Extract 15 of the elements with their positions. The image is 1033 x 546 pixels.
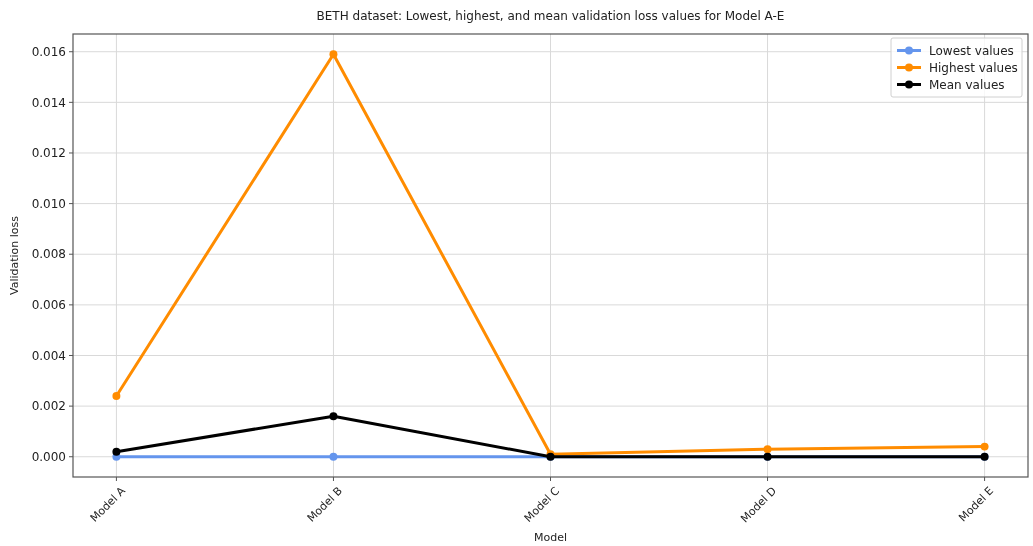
y-tick-label: 0.010 [31, 196, 66, 211]
y-tick-label: 0.008 [31, 247, 66, 262]
y-tick-label: 0.002 [31, 399, 66, 414]
y-tick-label: 0.014 [31, 95, 66, 110]
y-tick-label: 0.016 [31, 44, 66, 59]
chart-title: BETH dataset: Lowest, highest, and mean validation loss values for Model A-E [316, 9, 785, 23]
y-tick-label: 0.012 [31, 146, 66, 161]
y-axis-title: Validation loss [8, 215, 21, 296]
legend-label: Mean values [929, 77, 1005, 92]
x-axis-title: Model [533, 531, 568, 544]
y-tick-label: 0.000 [31, 449, 66, 464]
legend-label: Highest values [929, 60, 1018, 75]
y-tick-label: 0.004 [31, 348, 66, 363]
y-tick-label: 0.006 [31, 298, 66, 313]
legend-label: Lowest values [929, 43, 1014, 58]
